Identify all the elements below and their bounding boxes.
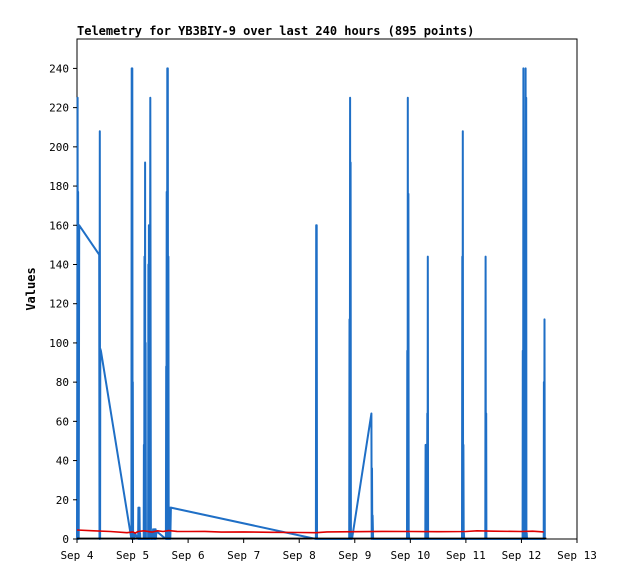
series-line-1 xyxy=(76,529,544,534)
y-tick-label: 160 xyxy=(49,219,69,232)
y-tick-label: 20 xyxy=(56,494,69,507)
y-tick-label: 200 xyxy=(49,141,69,154)
x-tick-label: Sep 6 xyxy=(172,549,205,562)
y-tick-label: 60 xyxy=(56,415,69,428)
y-tick-label: 240 xyxy=(49,62,69,75)
x-tick-label: Sep 10 xyxy=(390,549,430,562)
x-tick-label: Sep 9 xyxy=(338,549,371,562)
x-axis: Sep 4 Sep 5 Sep 6 Sep 7 Sep 8 Sep 9 Sep 10 Sep … xyxy=(60,539,597,562)
y-tick-label: 100 xyxy=(49,337,69,350)
x-tick-label: Sep 13 xyxy=(557,549,597,562)
y-tick-label: 0 xyxy=(62,533,69,546)
series-layer xyxy=(76,67,547,540)
x-tick-label: Sep 11 xyxy=(446,549,486,562)
x-tick-label: Sep 12 xyxy=(502,549,542,562)
y-tick-label: 180 xyxy=(49,180,69,193)
y-tick-label: 120 xyxy=(49,298,69,311)
y-tick-label: 40 xyxy=(56,455,69,468)
x-tick-label: Sep 7 xyxy=(227,549,260,562)
x-tick-label: Sep 8 xyxy=(283,549,316,562)
y-axis-label: Values xyxy=(24,267,38,310)
y-tick-label: 140 xyxy=(49,258,69,271)
chart-title: Telemetry for YB3BIY-9 over last 240 hou… xyxy=(77,24,474,38)
x-tick-label: Sep 4 xyxy=(60,549,93,562)
x-tick-label: Sep 5 xyxy=(116,549,149,562)
y-tick-label: 80 xyxy=(56,376,69,389)
y-tick-label: 220 xyxy=(49,102,69,115)
y-axis: 0 20 40 60 80 100 120 140 160 180 200 220 240 xyxy=(49,62,77,546)
plot-frame xyxy=(76,38,578,540)
series-line-0 xyxy=(76,67,546,540)
